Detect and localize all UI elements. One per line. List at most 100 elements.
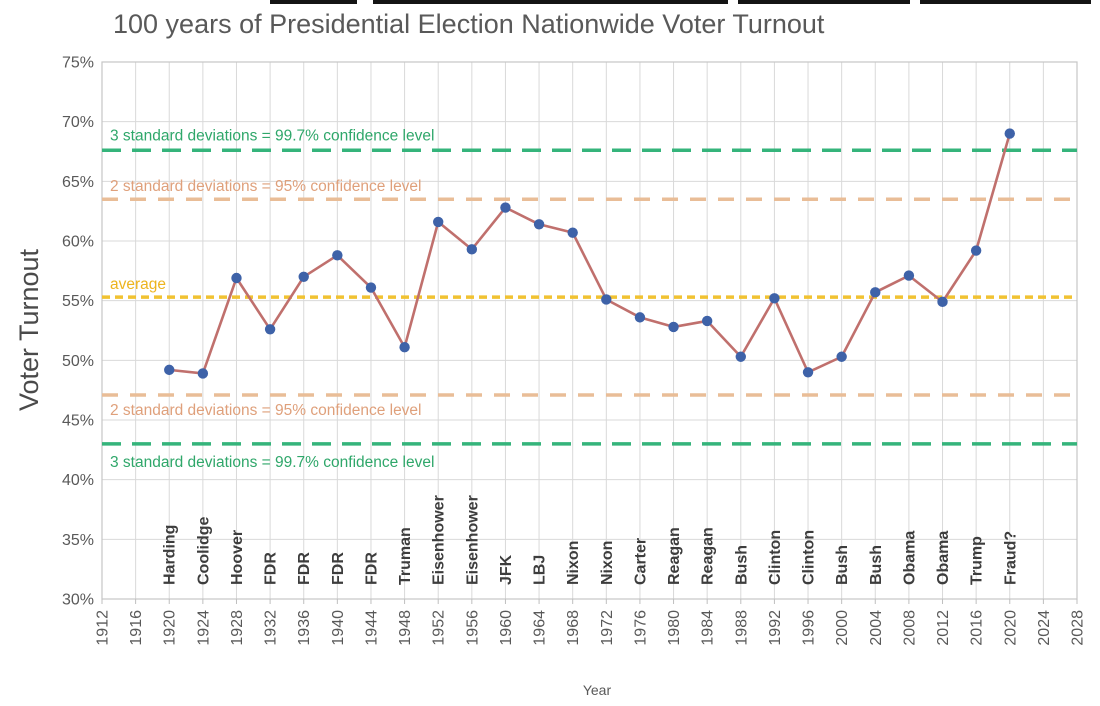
president-label-1952: Eisenhower	[431, 495, 448, 585]
president-label-1920: Harding	[162, 525, 179, 585]
y-axis-title: Voter Turnout	[14, 248, 44, 411]
x-tick-label: 2000	[834, 610, 851, 646]
president-label-1996: Clinton	[801, 530, 818, 585]
x-tick-label: 2004	[868, 610, 885, 646]
president-label-1968: Nixon	[565, 541, 582, 585]
data-point-2016	[970, 245, 982, 256]
x-axis-title: Year	[583, 682, 612, 698]
president-label-2016: Trump	[969, 536, 986, 585]
president-label-1984: Reagan	[700, 527, 717, 585]
top-edge-artifact-segment	[373, 0, 728, 4]
x-tick-label: 2020	[1002, 610, 1019, 646]
data-point-1984	[701, 315, 713, 327]
data-point-1996	[802, 367, 814, 378]
data-point-1992	[769, 293, 780, 304]
plot-border	[101, 61, 1078, 600]
president-label-1976: Carter	[632, 538, 649, 585]
data-point-2012	[937, 296, 948, 308]
x-tick-label: 1944	[363, 610, 380, 646]
x-tick-label: 2012	[935, 610, 952, 646]
president-label-1932: FDR	[263, 552, 280, 585]
data-point-1952	[433, 216, 444, 228]
y-tick-label: 55%	[62, 293, 94, 310]
president-label-1964: LBJ	[532, 555, 549, 585]
president-label-1972: Nixon	[599, 541, 616, 585]
data-point-1980	[668, 321, 679, 333]
x-tick-label: 1916	[128, 610, 145, 646]
x-tick-label: 1980	[666, 610, 683, 646]
president-label-2020: Fraud?	[1002, 531, 1019, 585]
x-tick-label: 1972	[599, 610, 616, 646]
president-label-2004: Bush	[868, 545, 885, 585]
y-tick-label: 35%	[62, 532, 94, 549]
y-tick-label: 45%	[62, 413, 94, 430]
x-tick-label: 1964	[532, 610, 549, 646]
data-point-1988	[735, 351, 746, 362]
president-label-1924: Coolidge	[195, 516, 212, 585]
data-point-2008	[903, 270, 915, 281]
y-tick-label: 75%	[62, 55, 94, 72]
chart-title: 100 years of Presidential Election Natio…	[113, 9, 825, 39]
y-tick-label: 65%	[62, 174, 94, 191]
president-label-1988: Bush	[733, 545, 750, 585]
x-tick-label: 1960	[498, 610, 515, 646]
president-label-2008: Obama	[901, 531, 918, 585]
x-tick-label: 1968	[565, 610, 582, 646]
y-tick-label: 50%	[62, 353, 94, 370]
data-point-1964	[533, 219, 545, 230]
data-point-1936	[298, 271, 309, 282]
data-point-1948	[399, 342, 410, 353]
x-tick-label: 2016	[969, 610, 986, 646]
data-point-1924	[197, 368, 209, 379]
president-label-1992: Clinton	[767, 530, 784, 585]
reference-label-sigma3-upper: 3 standard deviations = 99.7% confidence…	[110, 127, 434, 144]
data-point-2004	[870, 287, 881, 298]
x-tick-label: 1956	[464, 610, 481, 646]
top-edge-artifact-segment	[270, 0, 357, 4]
president-label-1956: Eisenhower	[464, 495, 481, 585]
data-point-1932	[264, 324, 276, 335]
top-edge-artifact-segment	[738, 0, 910, 4]
x-tick-label: 1948	[397, 610, 414, 646]
president-label-1936: FDR	[296, 552, 313, 585]
president-label-1960: JFK	[498, 554, 515, 585]
y-tick-label: 70%	[62, 114, 94, 131]
data-point-1972	[601, 294, 612, 305]
data-point-2000	[836, 351, 847, 362]
data-point-1960	[500, 202, 511, 213]
x-tick-label: 1928	[229, 610, 246, 646]
president-label-1948: Truman	[397, 527, 414, 585]
data-point-1944	[365, 282, 377, 293]
reference-label-sigma2-upper: 2 standard deviations = 95% confidence l…	[110, 178, 422, 195]
x-tick-label: 1932	[263, 610, 280, 646]
president-label-1940: FDR	[330, 552, 347, 585]
x-tick-label: 1988	[733, 610, 750, 646]
data-point-1928	[231, 272, 242, 284]
data-point-2020	[1004, 128, 1015, 139]
x-tick-label: 2028	[1070, 610, 1087, 646]
reference-label-average: average	[110, 276, 166, 293]
president-label-1980: Reagan	[666, 527, 683, 585]
x-tick-label: 1920	[162, 610, 179, 646]
x-tick-label: 1940	[330, 610, 347, 646]
data-point-1976	[634, 312, 646, 323]
data-point-1920	[164, 364, 175, 376]
president-label-2012: Obama	[935, 531, 952, 585]
y-tick-label: 40%	[62, 472, 94, 489]
president-label-1928: Hoover	[229, 530, 246, 585]
x-tick-label: 1952	[431, 610, 448, 646]
reference-label-sigma2-lower: 2 standard deviations = 95% confidence l…	[110, 402, 422, 419]
x-tick-label: 1992	[767, 610, 784, 646]
x-tick-label: 1936	[296, 610, 313, 646]
x-tick-label: 1984	[700, 610, 717, 646]
series-line	[169, 133, 1012, 375]
data-point-1956	[466, 244, 478, 255]
x-tick-label: 2024	[1036, 610, 1053, 646]
top-edge-artifact-segment	[920, 0, 1091, 4]
x-tick-label: 1996	[801, 610, 818, 646]
x-tick-label: 1912	[95, 610, 112, 646]
y-tick-label: 60%	[62, 234, 94, 251]
x-tick-label: 2008	[901, 610, 918, 646]
